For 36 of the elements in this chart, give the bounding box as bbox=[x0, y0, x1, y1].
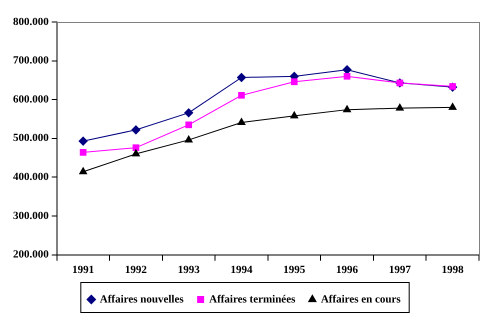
point bbox=[236, 72, 246, 82]
point bbox=[184, 108, 194, 118]
point bbox=[79, 167, 88, 174]
point bbox=[132, 144, 140, 152]
point bbox=[343, 105, 352, 112]
point bbox=[448, 102, 457, 110]
y-tick-label: 700.000 bbox=[13, 54, 50, 67]
y-tick-label: 800.000 bbox=[13, 16, 50, 28]
point bbox=[344, 72, 350, 80]
x-tick-label: 1992 bbox=[124, 264, 148, 276]
point bbox=[290, 111, 298, 118]
legend-label: Affaires terminées bbox=[209, 293, 296, 306]
point bbox=[184, 135, 193, 142]
point bbox=[238, 92, 245, 99]
x-tick-label: 1998 bbox=[442, 264, 464, 276]
point bbox=[78, 136, 88, 146]
point bbox=[185, 121, 192, 128]
x-tick-label: 1997 bbox=[388, 264, 412, 276]
x-tick-label: 1994 bbox=[230, 264, 253, 276]
x-tick-label: 1993 bbox=[178, 264, 200, 276]
x-tick-label: 1991 bbox=[72, 264, 94, 276]
point bbox=[132, 149, 140, 156]
point bbox=[238, 118, 246, 125]
y-tick-label: 200.000 bbox=[13, 248, 50, 261]
x-tick-label: 1996 bbox=[336, 264, 359, 276]
point bbox=[80, 149, 86, 156]
y-tick-label: 500.000 bbox=[13, 132, 50, 144]
y-tick-label: 600.000 bbox=[13, 93, 50, 106]
point bbox=[131, 125, 140, 134]
point bbox=[290, 78, 298, 86]
y-tick-label: 400.000 bbox=[13, 171, 50, 184]
legend-label: Affaires nouvelles bbox=[100, 293, 184, 306]
legend-label: Affaires en cours bbox=[320, 293, 402, 306]
point bbox=[396, 104, 404, 111]
x-tick-label: 1995 bbox=[283, 264, 306, 276]
y-tick-label: 300.000 bbox=[13, 210, 50, 222]
